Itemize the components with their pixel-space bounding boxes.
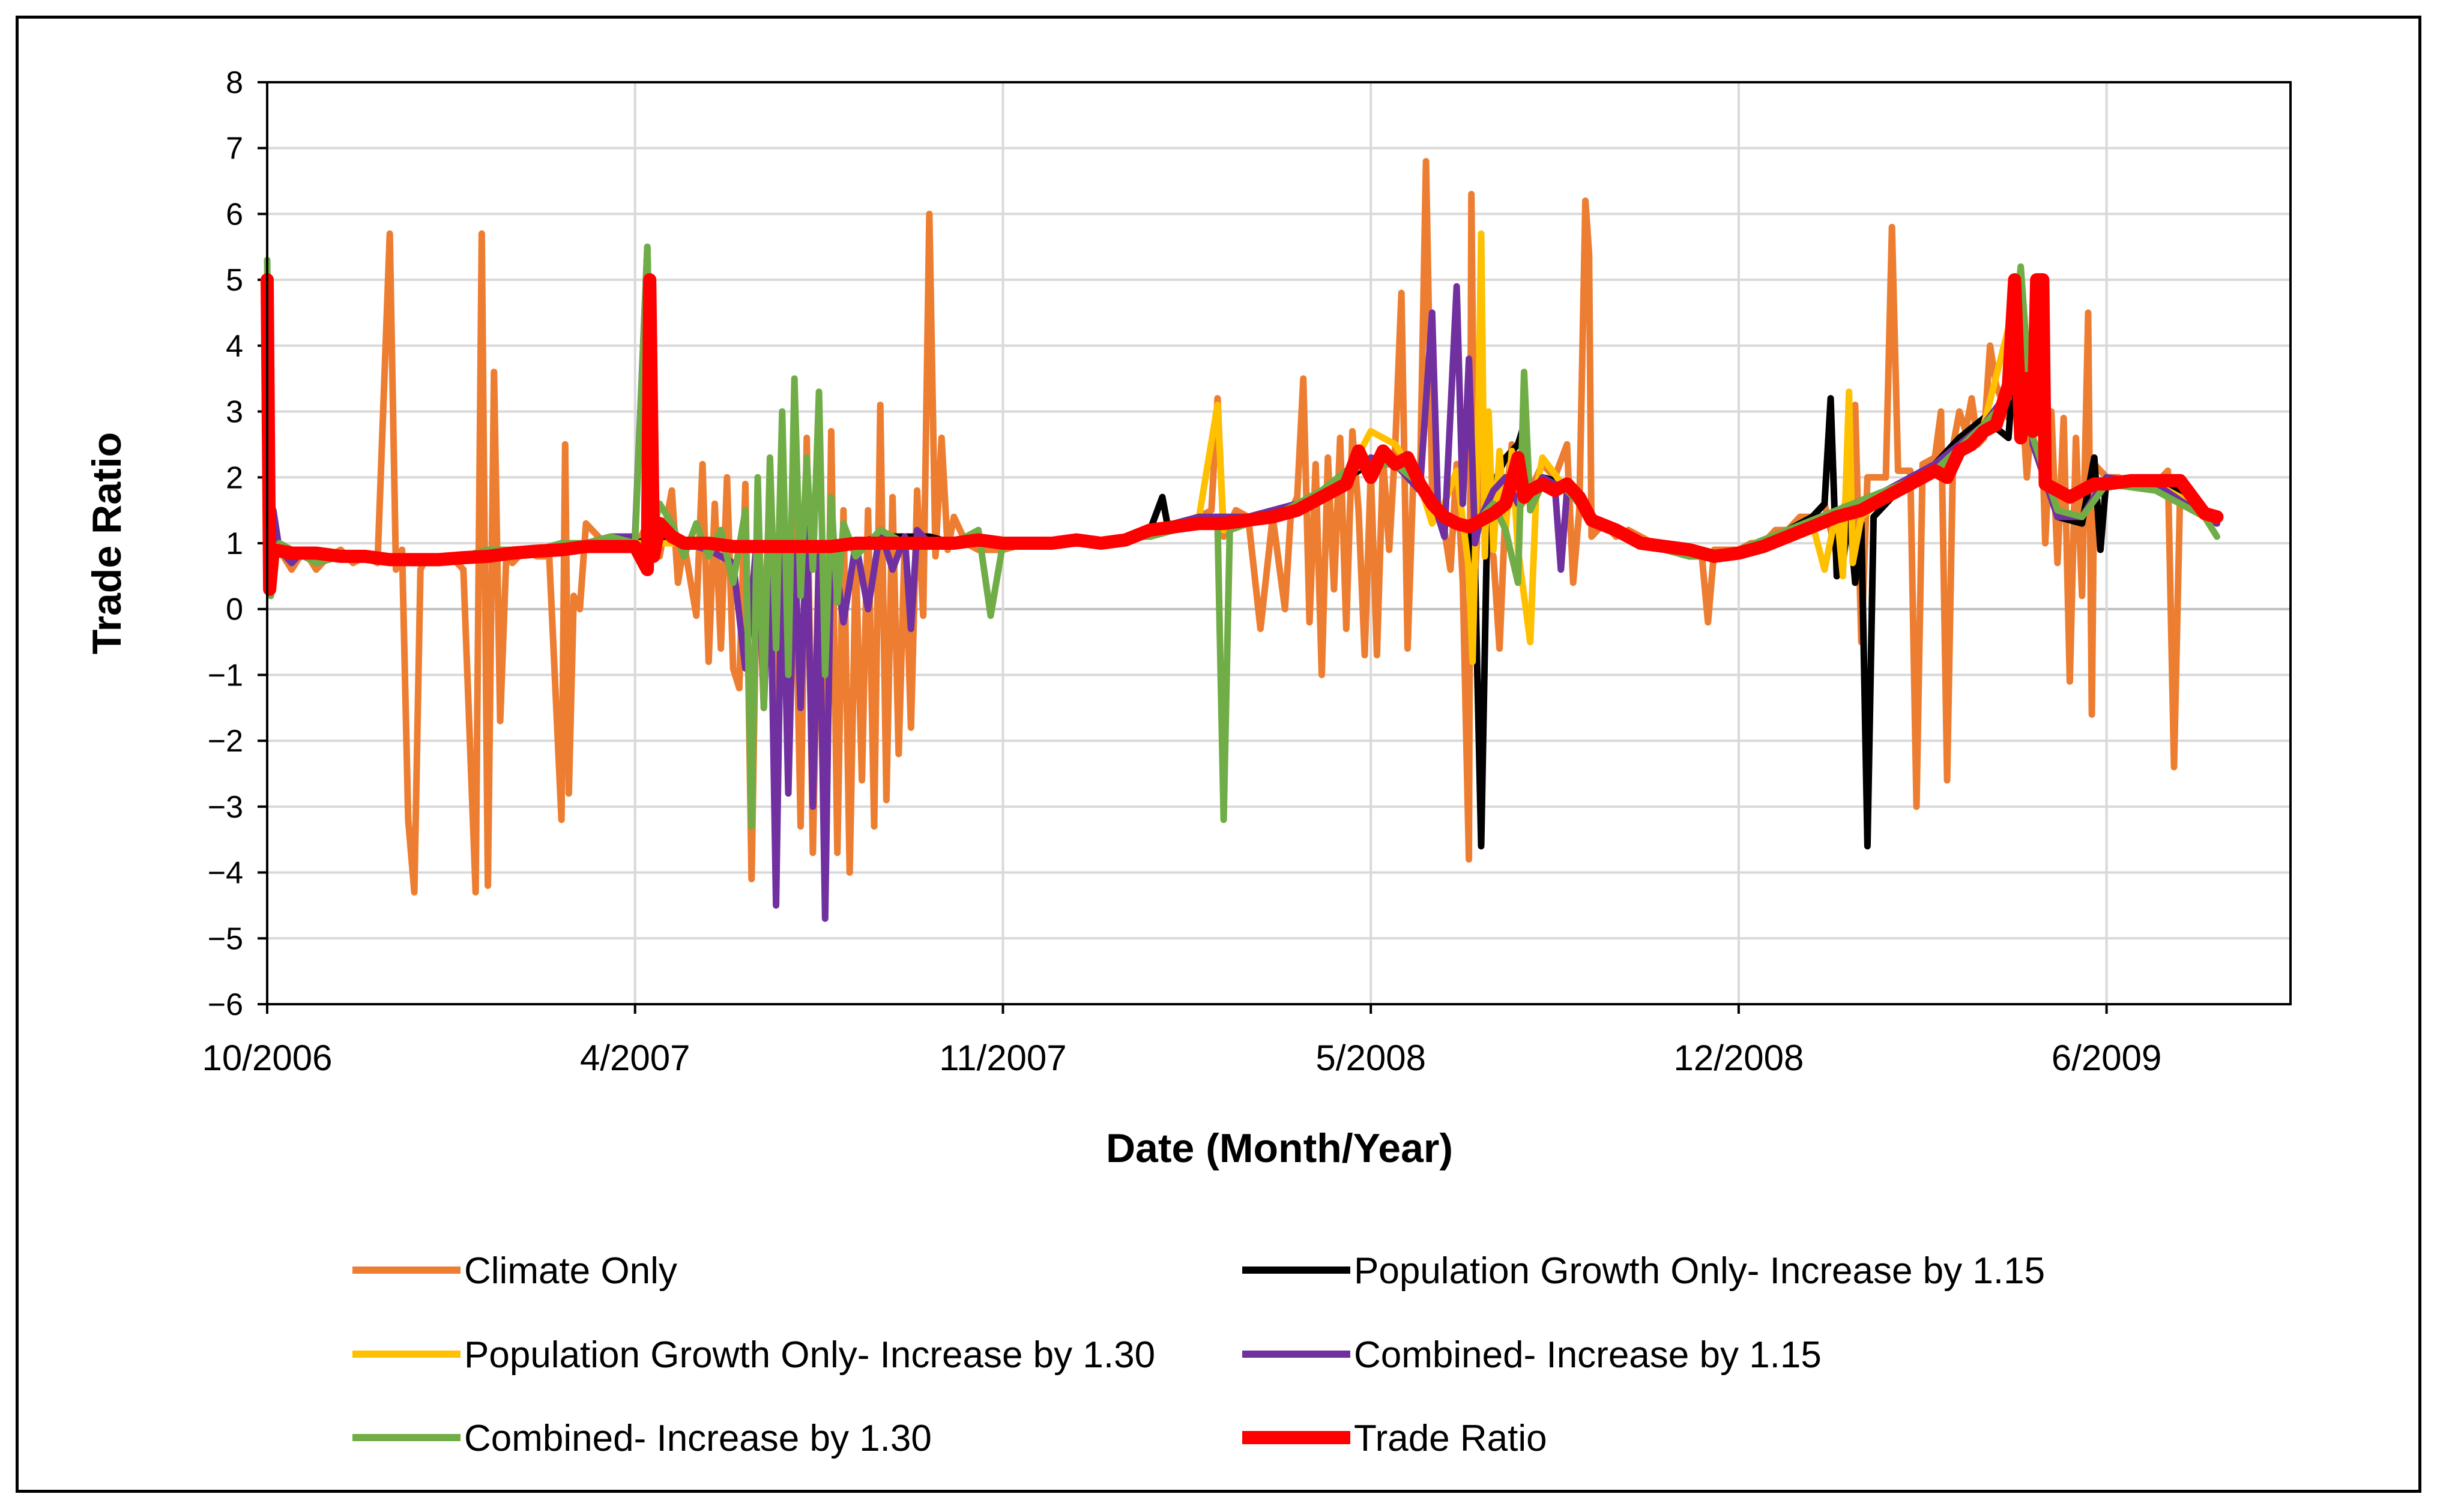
legend-label: Combined- Increase by 1.15 bbox=[1354, 1334, 1822, 1376]
y-tick-label: 6 bbox=[226, 197, 243, 232]
legend-label: Population Growth Only- Increase by 1.30 bbox=[464, 1334, 1155, 1376]
y-tick-label: 3 bbox=[226, 395, 243, 430]
y-axis-ticks: −6 −5 −4 −3 −2 −1 0 1 2 3 4 5 6 7 8 bbox=[208, 65, 267, 1022]
legend-label: Trade Ratio bbox=[1354, 1418, 1547, 1459]
y-tick-label: −6 bbox=[208, 987, 243, 1022]
series-line-trade-ratio bbox=[261, 273, 2224, 596]
y-tick-label: −3 bbox=[208, 790, 243, 825]
trade-ratio-chart: −6 −5 −4 −3 −2 −1 0 1 2 3 4 5 6 7 8 10/2006 4/2007 11/20… bbox=[84, 65, 2292, 1459]
y-tick-label: −1 bbox=[208, 658, 243, 693]
legend: Climate Only Population Growth Only- Incr… bbox=[352, 1250, 2045, 1459]
x-tick-label: 4/2007 bbox=[580, 1038, 690, 1078]
y-tick-label: 0 bbox=[226, 592, 243, 627]
y-tick-label: 5 bbox=[226, 263, 243, 298]
y-tick-label: −2 bbox=[208, 724, 243, 759]
legend-label: Climate Only bbox=[464, 1250, 677, 1292]
legend-label: Combined- Increase by 1.30 bbox=[464, 1418, 932, 1459]
legend-label: Population Growth Only- Increase by 1.15 bbox=[1354, 1250, 2045, 1292]
y-tick-label: 1 bbox=[226, 526, 243, 561]
series-lines bbox=[261, 158, 2224, 922]
y-tick-label: 7 bbox=[226, 131, 243, 166]
y-tick-label: −4 bbox=[208, 856, 243, 891]
plot-area-border bbox=[266, 81, 2292, 1005]
x-tick-label: 12/2008 bbox=[1673, 1038, 1804, 1078]
x-tick-label: 6/2009 bbox=[2052, 1038, 2162, 1078]
x-axis-title: Date (Month/Year) bbox=[1106, 1125, 1453, 1171]
chart-frame: −6 −5 −4 −3 −2 −1 0 1 2 3 4 5 6 7 8 10/2006 4/2007 11/20… bbox=[16, 16, 2421, 1493]
x-tick-label: 5/2008 bbox=[1315, 1038, 1426, 1078]
y-tick-label: 4 bbox=[226, 329, 243, 364]
y-tick-label: 8 bbox=[226, 65, 243, 100]
y-tick-label: 2 bbox=[226, 460, 243, 495]
x-tick-label: 10/2006 bbox=[202, 1038, 333, 1078]
x-axis-ticks: 10/2006 4/2007 11/2007 5/2008 12/2008 6/2009 bbox=[202, 1004, 2162, 1078]
series-line-population-growth-only-increase-by-1-30 bbox=[264, 230, 2220, 665]
y-axis-title: Trade Ratio bbox=[84, 432, 130, 654]
y-tick-label: −5 bbox=[208, 921, 243, 956]
x-tick-label: 11/2007 bbox=[939, 1038, 1066, 1078]
